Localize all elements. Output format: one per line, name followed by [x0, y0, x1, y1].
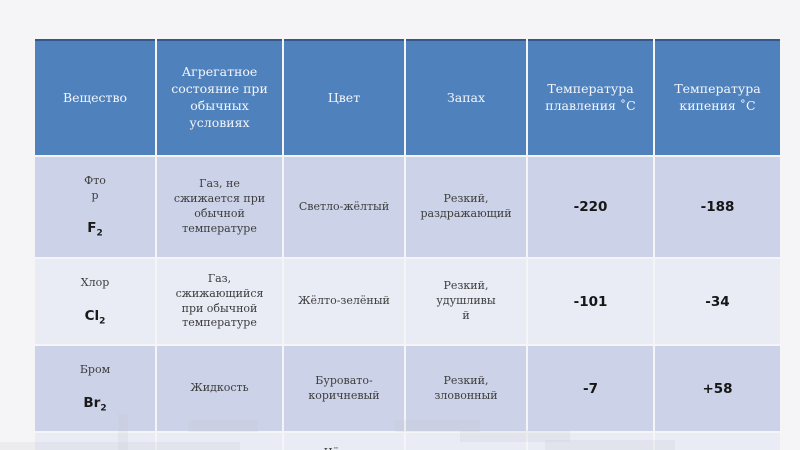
- header-cell-melting-point: Температура плавления ˚С: [528, 39, 653, 155]
- substance-name: Фто р: [84, 173, 106, 202]
- cell-melting-point: -220: [528, 157, 653, 258]
- cell-melting-point: -101: [528, 259, 653, 345]
- chemical-formula: Br2: [83, 394, 107, 414]
- table-row-chlorine: Хлор Cl2 Газ, сжижающийся при обычной те…: [35, 259, 780, 345]
- cell-color: Светло-жёлтый: [284, 157, 404, 258]
- cell-boiling-point: +58: [655, 346, 780, 432]
- cell-melting-point: -7: [528, 346, 653, 432]
- cell-color: Чёрно- фиолетовый с металлическим отблес…: [284, 433, 404, 450]
- cell-state: Газ, сжижающийся при обычной температуре: [157, 259, 282, 345]
- cell-smell: Резкий, удушливы й: [406, 259, 526, 345]
- halogen-properties-table: Вещество Агрегатное состояние при обычны…: [33, 37, 782, 450]
- cell-substance: Бром Br2: [35, 346, 155, 432]
- cell-smell: Резкий: [406, 433, 526, 450]
- header-cell-substance: Вещество: [35, 39, 155, 155]
- table-row-fluorine: Фто р F2 Газ, не сжижается при обычной т…: [35, 157, 780, 258]
- cell-boiling-point: +186: [655, 433, 780, 450]
- substance-name: Бром: [79, 363, 111, 377]
- cell-state: Жидкость: [157, 346, 282, 432]
- cell-substance: Хлор Cl2: [35, 259, 155, 345]
- substance-name: Хлор: [80, 275, 110, 289]
- cell-state: Твёрдое вещество: [157, 433, 282, 450]
- cell-melting-point: +113,5: [528, 433, 653, 450]
- header-cell-boiling-point: Температура кипения ˚С: [655, 39, 780, 155]
- chemical-formula: F2: [87, 220, 103, 240]
- header-cell-state: Агрегатное состояние при обычных условия…: [157, 39, 282, 155]
- table-row-bromine: Бром Br2 Жидкость Буровато- коричневый Р…: [35, 346, 780, 432]
- cell-smell: Резкий, зловонный: [406, 346, 526, 432]
- cell-substance: Фто р F2: [35, 157, 155, 258]
- cell-color: Буровато- коричневый: [284, 346, 404, 432]
- table-row-iodine: Иод I2 Твёрдое вещество Чёрно- фиолетовы…: [35, 433, 780, 450]
- cell-color: Жёлто-зелёный: [284, 259, 404, 345]
- header-row: Вещество Агрегатное состояние при обычны…: [35, 39, 780, 155]
- chemical-formula: Cl2: [84, 307, 106, 327]
- cell-substance: Иод I2: [35, 433, 155, 450]
- header-cell-smell: Запах: [406, 39, 526, 155]
- header-cell-color: Цвет: [284, 39, 404, 155]
- cell-boiling-point: -188: [655, 157, 780, 258]
- cell-state: Газ, не сжижается при обычной температур…: [157, 157, 282, 258]
- cell-boiling-point: -34: [655, 259, 780, 345]
- cell-smell: Резкий, раздражающий: [406, 157, 526, 258]
